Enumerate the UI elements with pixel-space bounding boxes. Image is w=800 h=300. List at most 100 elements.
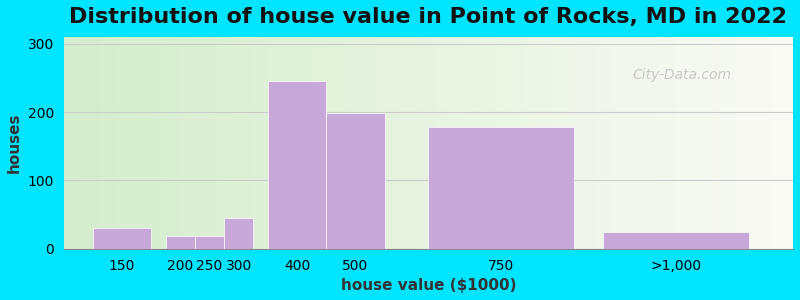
Bar bbox=[494, 37, 502, 249]
Bar bbox=[486, 37, 494, 249]
Bar bbox=[428, 37, 436, 249]
Bar bbox=[378, 37, 385, 249]
Bar bbox=[202, 37, 210, 249]
Bar bbox=[786, 37, 793, 249]
Bar bbox=[166, 236, 195, 249]
Bar bbox=[210, 37, 217, 249]
Bar bbox=[633, 37, 640, 249]
Bar bbox=[319, 37, 326, 249]
Bar bbox=[676, 37, 684, 249]
Bar bbox=[326, 37, 334, 249]
Bar bbox=[669, 37, 676, 249]
Bar bbox=[552, 37, 560, 249]
Bar bbox=[304, 37, 312, 249]
Bar bbox=[727, 37, 734, 249]
Bar bbox=[589, 37, 596, 249]
Bar bbox=[596, 37, 603, 249]
Bar bbox=[698, 37, 706, 249]
Bar bbox=[450, 37, 458, 249]
Bar bbox=[282, 37, 290, 249]
Bar bbox=[582, 37, 589, 249]
Bar bbox=[224, 37, 231, 249]
Bar bbox=[297, 37, 304, 249]
Bar bbox=[93, 228, 151, 249]
Text: City-Data.com: City-Data.com bbox=[633, 68, 731, 82]
Bar bbox=[370, 37, 378, 249]
Bar bbox=[334, 37, 341, 249]
Bar bbox=[530, 37, 538, 249]
Bar bbox=[610, 37, 618, 249]
Bar bbox=[757, 37, 764, 249]
Bar bbox=[742, 37, 750, 249]
Bar bbox=[706, 37, 713, 249]
Bar bbox=[764, 37, 771, 249]
Bar bbox=[144, 37, 151, 249]
Bar bbox=[93, 37, 100, 249]
Bar bbox=[428, 127, 574, 249]
Bar bbox=[362, 37, 370, 249]
Bar bbox=[603, 37, 610, 249]
Bar bbox=[158, 37, 166, 249]
Bar bbox=[414, 37, 421, 249]
Bar bbox=[326, 113, 385, 249]
Bar bbox=[654, 37, 662, 249]
Bar bbox=[479, 37, 486, 249]
Bar bbox=[516, 37, 523, 249]
Bar bbox=[122, 37, 130, 249]
Bar bbox=[78, 37, 86, 249]
Bar bbox=[392, 37, 399, 249]
X-axis label: house value ($1000): house value ($1000) bbox=[341, 278, 516, 293]
Bar bbox=[523, 37, 530, 249]
Bar bbox=[618, 37, 626, 249]
Bar bbox=[355, 37, 362, 249]
Bar bbox=[406, 37, 414, 249]
Bar bbox=[151, 37, 158, 249]
Bar bbox=[290, 37, 297, 249]
Bar bbox=[114, 37, 122, 249]
Bar bbox=[71, 37, 78, 249]
Bar bbox=[399, 37, 406, 249]
Bar bbox=[647, 37, 654, 249]
Bar bbox=[231, 37, 238, 249]
Bar bbox=[465, 37, 472, 249]
Title: Distribution of house value in Point of Rocks, MD in 2022: Distribution of house value in Point of … bbox=[70, 7, 787, 27]
Bar bbox=[195, 37, 202, 249]
Bar bbox=[275, 37, 282, 249]
Bar bbox=[107, 37, 114, 249]
Bar bbox=[691, 37, 698, 249]
Bar bbox=[538, 37, 545, 249]
Bar bbox=[502, 37, 509, 249]
Bar bbox=[246, 37, 254, 249]
Bar bbox=[86, 37, 93, 249]
Bar bbox=[771, 37, 778, 249]
Bar bbox=[100, 37, 107, 249]
Bar bbox=[662, 37, 669, 249]
Bar bbox=[195, 236, 224, 249]
Bar bbox=[312, 37, 319, 249]
Bar bbox=[545, 37, 552, 249]
Bar bbox=[130, 37, 137, 249]
Bar bbox=[750, 37, 757, 249]
Bar bbox=[734, 37, 742, 249]
Bar bbox=[348, 37, 355, 249]
Bar bbox=[603, 232, 750, 249]
Bar bbox=[254, 37, 261, 249]
Bar bbox=[560, 37, 567, 249]
Bar bbox=[421, 37, 428, 249]
Bar bbox=[268, 81, 326, 249]
Bar bbox=[472, 37, 479, 249]
Bar bbox=[173, 37, 180, 249]
Bar bbox=[458, 37, 465, 249]
Bar bbox=[684, 37, 691, 249]
Bar bbox=[180, 37, 188, 249]
Bar bbox=[713, 37, 720, 249]
Bar bbox=[217, 37, 224, 249]
Bar bbox=[188, 37, 195, 249]
Bar bbox=[640, 37, 647, 249]
Bar bbox=[137, 37, 144, 249]
Bar bbox=[166, 37, 173, 249]
Bar bbox=[509, 37, 516, 249]
Bar bbox=[63, 37, 71, 249]
Y-axis label: houses: houses bbox=[7, 112, 22, 173]
Bar bbox=[238, 37, 246, 249]
